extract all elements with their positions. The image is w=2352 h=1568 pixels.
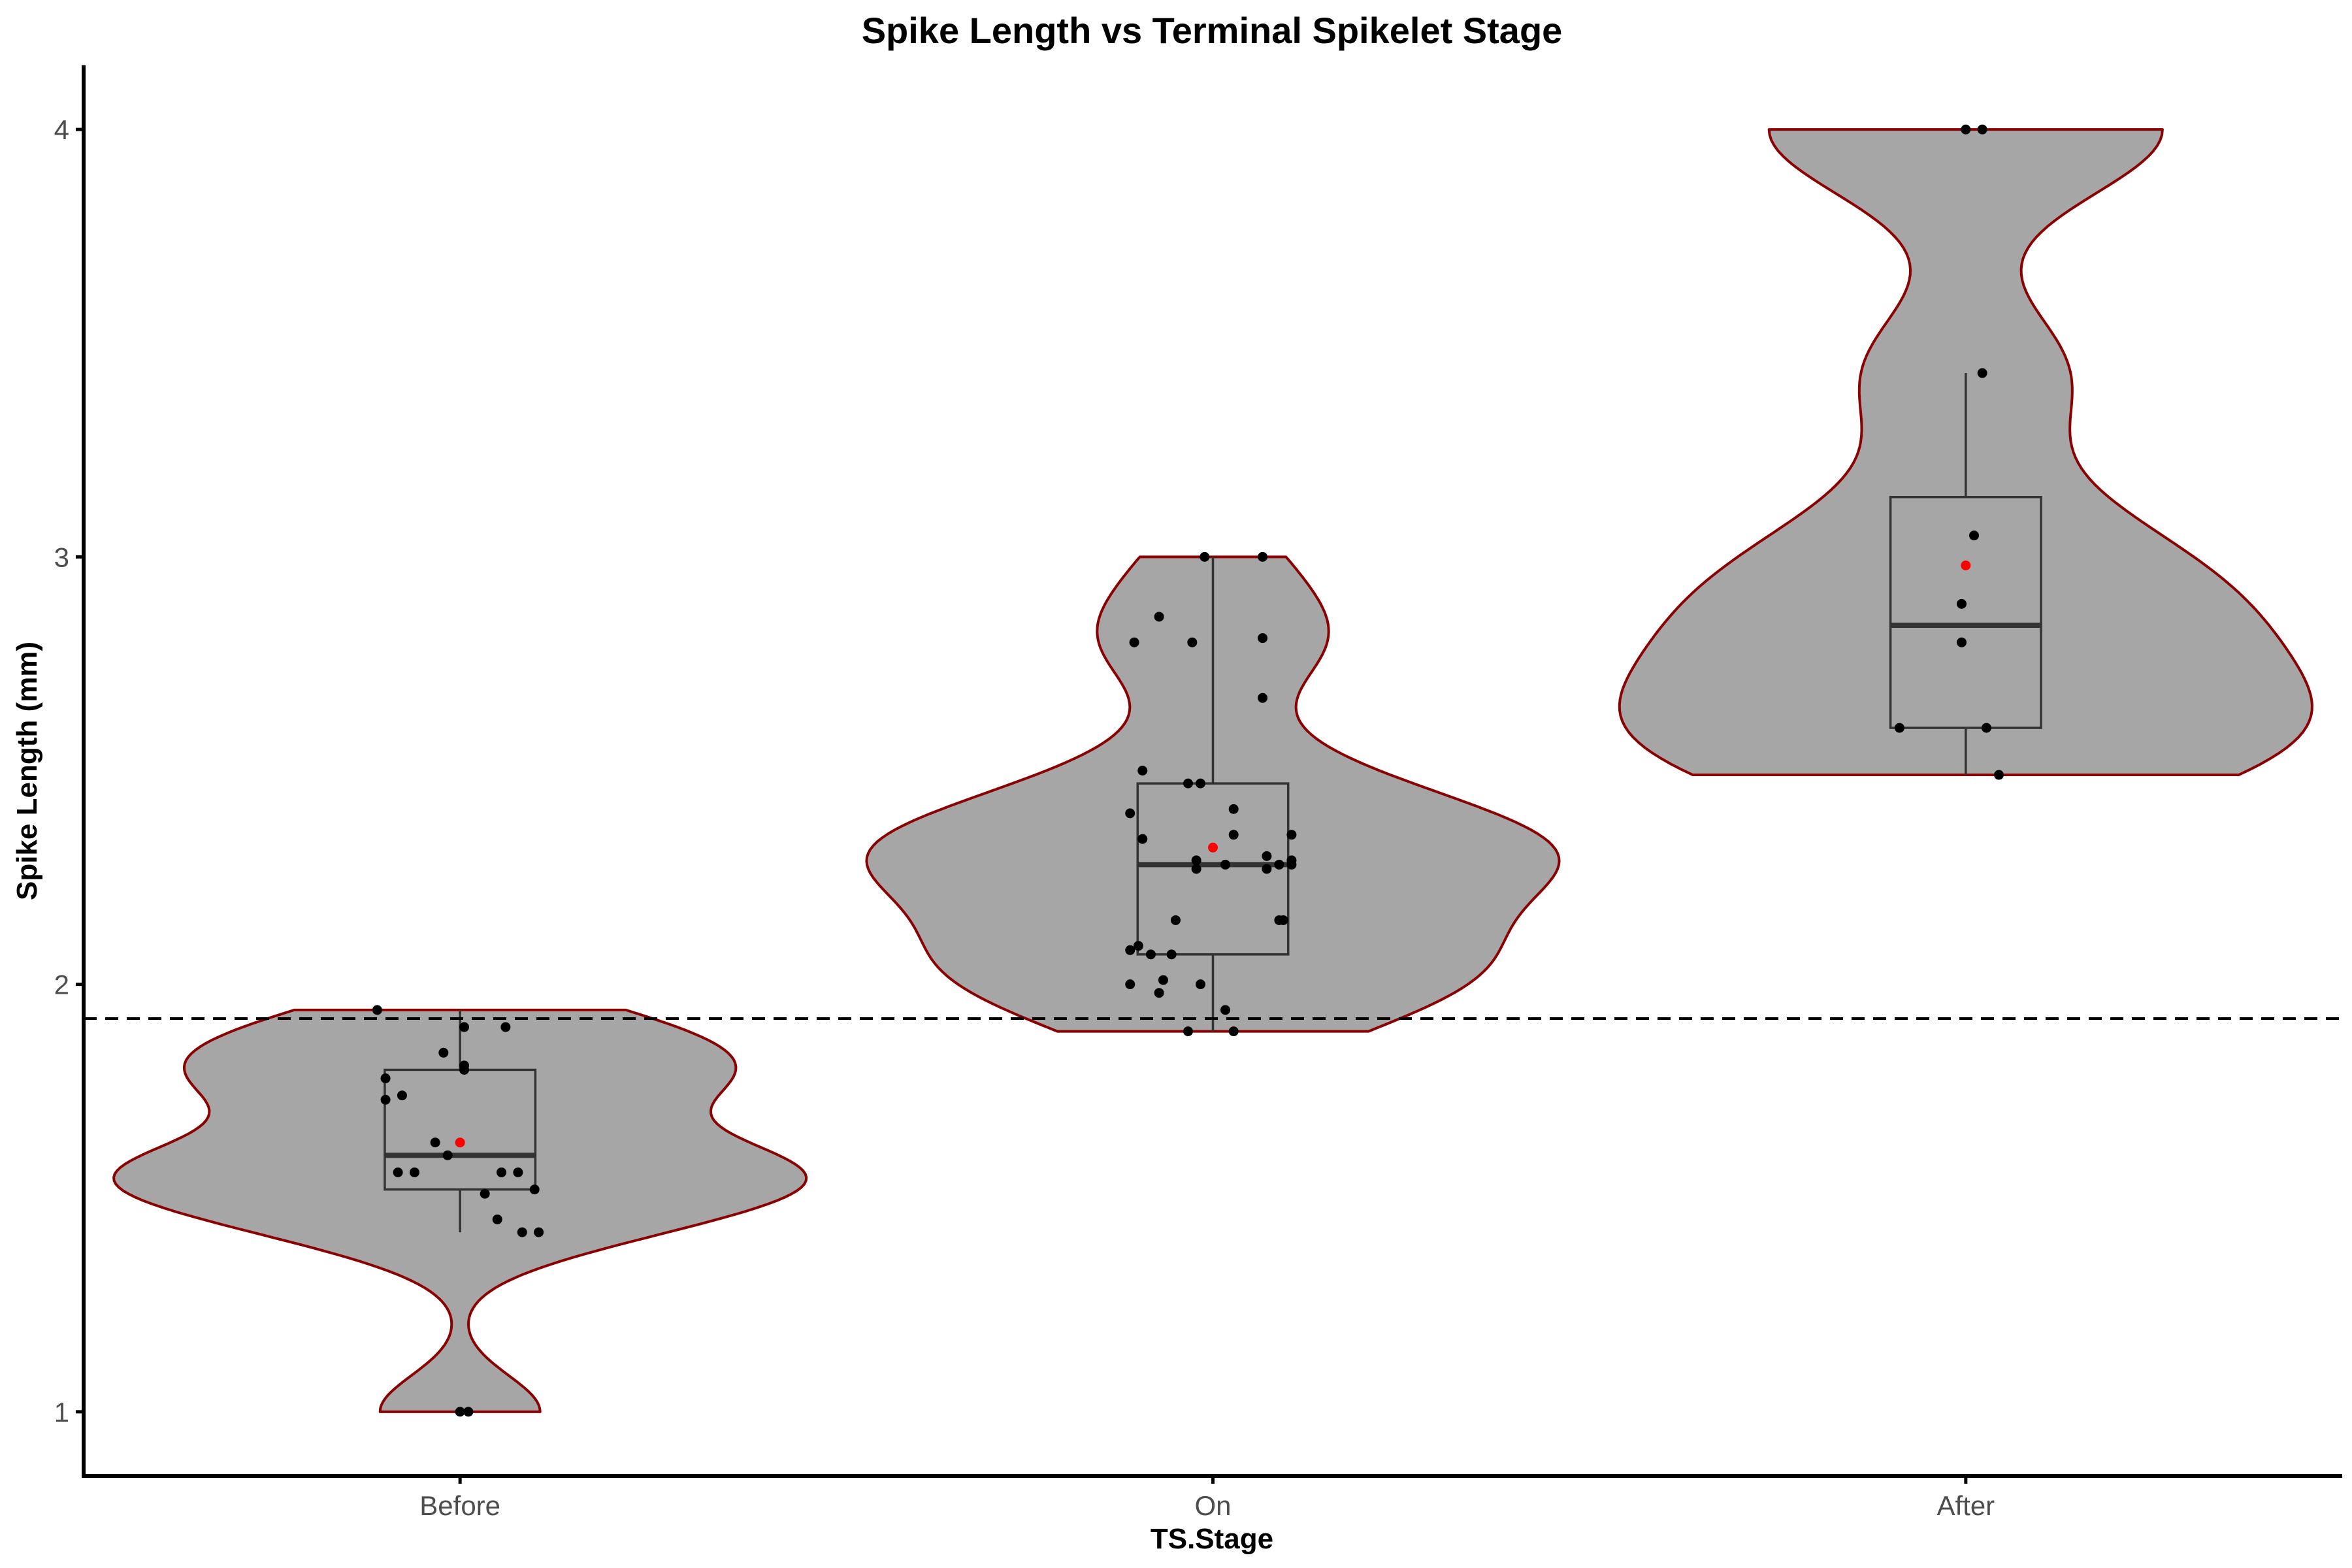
box-layer	[384, 373, 2042, 1233]
data-point	[1274, 859, 1284, 870]
data-point	[1125, 808, 1135, 819]
data-point	[480, 1188, 490, 1199]
data-point	[1195, 778, 1205, 789]
data-point	[1187, 637, 1198, 647]
data-point	[1228, 1026, 1239, 1037]
data-point	[1220, 1005, 1231, 1015]
data-point	[1195, 979, 1205, 990]
data-point	[1220, 859, 1231, 870]
data-point	[500, 1022, 511, 1032]
data-point	[513, 1167, 523, 1177]
data-point	[430, 1137, 440, 1148]
data-point	[1994, 770, 2004, 780]
data-point	[1286, 830, 1297, 840]
data-point	[442, 1150, 453, 1160]
x-tick-label: Before	[419, 1490, 500, 1521]
data-point	[1183, 778, 1193, 789]
x-axis-title: TS.Stage	[1151, 1523, 1273, 1555]
y-tick-label: 1	[54, 1397, 69, 1428]
data-point	[1125, 945, 1135, 955]
violin-on	[865, 555, 1561, 1033]
data-point	[459, 1064, 470, 1075]
data-point	[1278, 915, 1288, 925]
data-point	[492, 1214, 502, 1224]
data-point	[1133, 941, 1143, 951]
data-point	[1969, 531, 1980, 541]
data-point	[1956, 637, 1967, 647]
data-point	[517, 1227, 527, 1237]
data-point	[1158, 975, 1168, 985]
data-point	[1961, 124, 1971, 135]
data-point	[1200, 551, 1210, 562]
data-point	[1977, 368, 1987, 378]
data-point	[1154, 612, 1164, 622]
x-tick-label: On	[1194, 1490, 1231, 1521]
box-after	[1889, 496, 2042, 729]
data-point	[1894, 723, 1904, 733]
mean-point-after	[1961, 560, 1971, 570]
data-point	[463, 1407, 474, 1417]
data-point	[1137, 766, 1148, 776]
data-point	[1977, 124, 1987, 135]
data-point	[1170, 915, 1181, 925]
data-point	[1286, 859, 1297, 870]
data-point	[1956, 598, 1967, 609]
y-ticks: 1 2 3 4	[54, 114, 84, 1428]
data-point	[1125, 979, 1135, 990]
data-point	[1145, 949, 1156, 960]
data-point	[1262, 864, 1272, 874]
mean-point-on	[1208, 842, 1218, 853]
data-point	[393, 1167, 403, 1177]
point-layer	[372, 124, 2004, 1417]
data-point	[1183, 1026, 1193, 1037]
data-point	[1258, 693, 1268, 703]
data-point	[397, 1090, 407, 1101]
data-point	[1262, 851, 1272, 861]
data-point	[1228, 804, 1239, 814]
data-point	[438, 1047, 449, 1058]
data-point	[1191, 855, 1201, 866]
y-axis-title: Spike Length (mm)	[11, 642, 43, 900]
y-tick-label: 4	[54, 114, 69, 145]
data-point	[1137, 834, 1148, 844]
data-point	[1982, 723, 1992, 733]
data-point	[1228, 830, 1239, 840]
data-point	[1258, 633, 1268, 644]
data-point	[409, 1167, 419, 1177]
y-tick-label: 2	[54, 970, 69, 1000]
data-point	[534, 1227, 544, 1237]
data-point	[455, 1407, 465, 1417]
chart-title: Spike Length vs Terminal Spikelet Stage	[862, 10, 1563, 51]
data-point	[459, 1022, 470, 1032]
data-point	[1154, 988, 1164, 998]
data-point	[1129, 637, 1139, 647]
data-point	[1166, 949, 1177, 960]
box-on	[1136, 782, 1290, 956]
data-point	[497, 1167, 507, 1177]
data-point	[1191, 864, 1201, 874]
y-tick-label: 3	[54, 542, 69, 572]
x-tick-label: After	[1936, 1490, 1995, 1521]
data-point	[380, 1094, 391, 1105]
mean-point-before	[455, 1137, 465, 1148]
data-point	[380, 1073, 391, 1084]
data-point	[372, 1005, 382, 1015]
x-ticks: Before On After	[419, 1476, 1995, 1521]
data-point	[529, 1184, 540, 1195]
data-point	[1258, 551, 1268, 562]
